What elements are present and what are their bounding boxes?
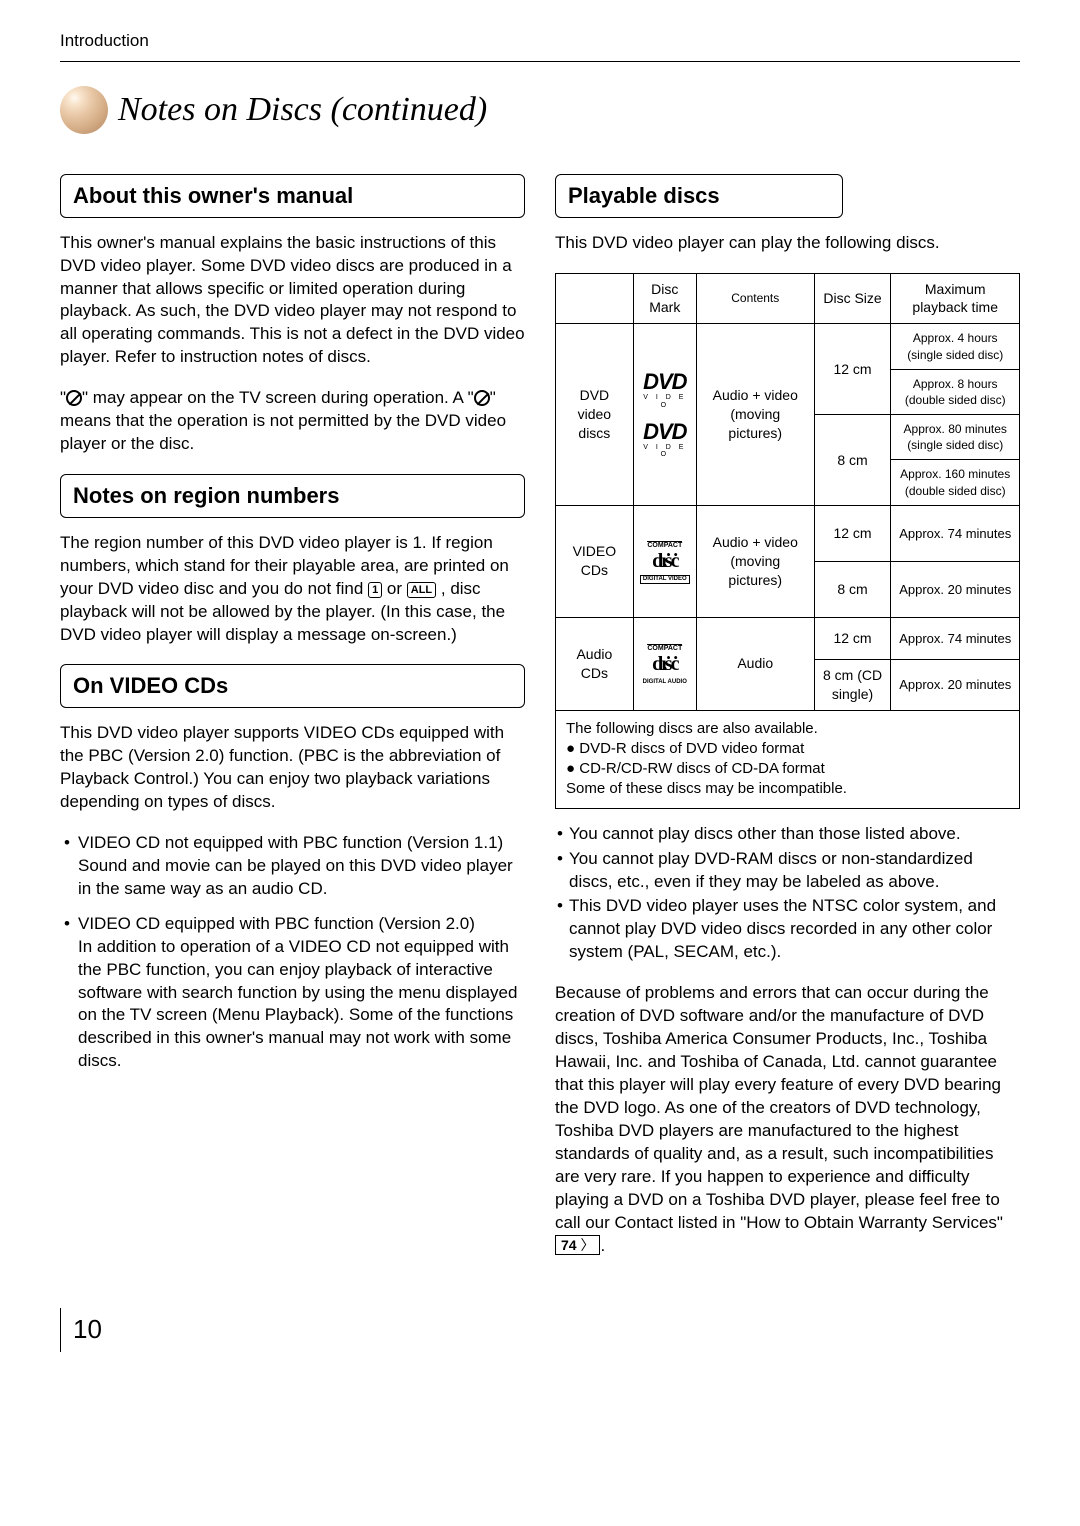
heading-video-cds: On VIDEO CDs — [60, 664, 525, 708]
acd-content: Audio — [696, 617, 814, 710]
cell-size: 12 cm — [814, 617, 891, 659]
disclaimer-paragraph: Because of problems and errors that can … — [555, 982, 1020, 1257]
about-paragraph-1: This owner's manual explains the basic i… — [60, 232, 525, 370]
cell-size: 8 cm — [814, 415, 891, 506]
also-available-note: The following discs are also available. … — [555, 711, 1020, 809]
dvd-logo-icon: DVD V I D E O DVD V I D E O — [640, 370, 690, 459]
text-frag: Because of problems and errors that can … — [555, 983, 1003, 1231]
region-paragraph: The region number of this DVD video play… — [60, 532, 525, 647]
list-item: CD-R/CD-RW discs of CD-DA format — [566, 759, 1009, 779]
prohibit-icon — [474, 390, 490, 406]
list-item: VIDEO CD equipped with PBC function (Ver… — [78, 913, 525, 1074]
cell-time: Approx. 4 hours (single sided disc) — [891, 324, 1020, 369]
heading-about-manual: About this owner's manual — [60, 174, 525, 218]
vcd-logo-cell: COMPACT dıṡċ DIGITAL VIDEO — [633, 505, 696, 617]
row-label-vcd: VIDEO CDs — [556, 505, 634, 617]
playable-discs-table: Disc Mark Contents Disc Size Maximum pla… — [555, 273, 1020, 711]
list-item: You cannot play discs other than those l… — [569, 823, 1020, 846]
cell-time: Approx. 8 hours (double sided disc) — [891, 369, 1020, 414]
dvd-logo-cell: DVD V I D E O DVD V I D E O — [633, 324, 696, 506]
cell-size: 8 cm (CD single) — [814, 659, 891, 710]
col-blank — [556, 273, 634, 324]
videocd-intro: This DVD video player supports VIDEO CDs… — [60, 722, 525, 814]
acd-logo-cell: COMPACT dıṡċ DIGITAL AUDIO — [633, 617, 696, 710]
note-list: DVD-R discs of DVD video format CD-R/CD-… — [566, 739, 1009, 780]
list-item: You cannot play DVD-RAM discs or non-sta… — [569, 848, 1020, 894]
text-frag: " may appear on the TV screen during ope… — [82, 388, 474, 407]
cell-size: 8 cm — [814, 561, 891, 617]
cell-size: 12 cm — [814, 324, 891, 415]
list-item-body: In addition to operation of a VIDEO CD n… — [78, 936, 525, 1074]
note-outro: Some of these discs may be incompatible. — [566, 779, 1009, 799]
page-ref-box: 74 — [555, 1235, 600, 1256]
col-max-time: Maximum playback time — [891, 273, 1020, 324]
list-item: VIDEO CD not equipped with PBC function … — [78, 832, 525, 901]
page-title-row: Notes on Discs (continued) — [60, 86, 1020, 134]
left-column: About this owner's manual This owner's m… — [60, 174, 525, 1276]
region-all-icon: ALL — [407, 582, 436, 598]
heading-region-numbers: Notes on region numbers — [60, 474, 525, 518]
compact-disc-logo-icon: COMPACT dıṡċ DIGITAL AUDIO — [640, 642, 690, 686]
page-number: 10 — [60, 1308, 1020, 1352]
row-label-dvd: DVD video discs — [556, 324, 634, 506]
table-row: DVD video discs DVD V I D E O DVD V I D … — [556, 324, 1020, 369]
cell-time: Approx. 160 minutes (double sided disc) — [891, 460, 1020, 505]
text-frag: or — [382, 579, 407, 598]
dvd-logo-sub: V I D E O — [640, 444, 690, 459]
col-disc-mark: Disc Mark — [633, 273, 696, 324]
note-intro: The following discs are also available. — [566, 719, 1009, 739]
cell-time: Approx. 80 minutes (single sided disc) — [891, 415, 1020, 460]
table-row: VIDEO CDs COMPACT dıṡċ DIGITAL VIDEO Aud… — [556, 505, 1020, 561]
dvd-content: Audio + video (moving pictures) — [696, 324, 814, 506]
heading-playable-discs: Playable discs — [555, 174, 843, 218]
cell-time: Approx. 74 minutes — [891, 505, 1020, 561]
cell-size: 12 cm — [814, 505, 891, 561]
list-item-title: VIDEO CD equipped with PBC function (Ver… — [78, 914, 475, 933]
dvd-logo-sub: V I D E O — [640, 394, 690, 409]
dvd-logo-text: DVD — [640, 420, 690, 444]
section-label: Introduction — [60, 30, 1020, 53]
playable-intro: This DVD video player can play the follo… — [555, 232, 1020, 255]
col-disc-size: Disc Size — [814, 273, 891, 324]
two-column-layout: About this owner's manual This owner's m… — [60, 174, 1020, 1276]
prohibit-icon — [66, 390, 82, 406]
text-frag: . — [600, 1236, 605, 1255]
cannot-play-list: You cannot play discs other than those l… — [555, 823, 1020, 965]
videocd-list: VIDEO CD not equipped with PBC function … — [60, 832, 525, 1073]
digital-video-text: DIGITAL VIDEO — [640, 575, 690, 584]
digital-audio-text: DIGITAL AUDIO — [643, 679, 687, 685]
list-item: DVD-R discs of DVD video format — [566, 739, 1009, 759]
right-column: Playable discs This DVD video player can… — [555, 174, 1020, 1276]
disc-text: dıṡċ — [652, 550, 677, 572]
header-divider — [60, 61, 1020, 62]
compact-text: COMPACT — [647, 644, 682, 653]
disc-text: dıṡċ — [652, 653, 677, 675]
row-label-acd: Audio CDs — [556, 617, 634, 710]
compact-text: COMPACT — [647, 541, 682, 550]
dvd-logo-text: DVD — [640, 370, 690, 394]
vcd-content: Audio + video (moving pictures) — [696, 505, 814, 617]
cell-time: Approx. 20 minutes — [891, 659, 1020, 710]
table-header-row: Disc Mark Contents Disc Size Maximum pla… — [556, 273, 1020, 324]
list-item-title: VIDEO CD not equipped with PBC function … — [78, 833, 503, 852]
compact-disc-logo-icon: COMPACT dıṡċ DIGITAL VIDEO — [640, 539, 690, 584]
cell-time: Approx. 74 minutes — [891, 617, 1020, 659]
page-title: Notes on Discs (continued) — [118, 87, 487, 133]
region-1-icon: 1 — [368, 582, 382, 598]
table-row: Audio CDs COMPACT dıṡċ DIGITAL AUDIO Aud… — [556, 617, 1020, 659]
list-item-body: Sound and movie can be played on this DV… — [78, 855, 525, 901]
cell-time: Approx. 20 minutes — [891, 561, 1020, 617]
col-contents: Contents — [696, 273, 814, 324]
list-item: This DVD video player uses the NTSC colo… — [569, 895, 1020, 964]
about-paragraph-2: "" may appear on the TV screen during op… — [60, 387, 525, 456]
decorative-orb-icon — [60, 86, 108, 134]
